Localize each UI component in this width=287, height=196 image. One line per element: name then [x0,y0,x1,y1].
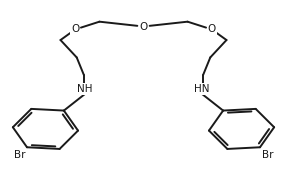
Text: O: O [71,24,79,34]
Text: Br: Br [262,150,274,160]
Text: O: O [139,22,148,32]
Text: Br: Br [13,150,25,160]
Text: HN: HN [194,84,210,94]
Text: O: O [208,24,216,34]
Text: NH: NH [77,84,93,94]
